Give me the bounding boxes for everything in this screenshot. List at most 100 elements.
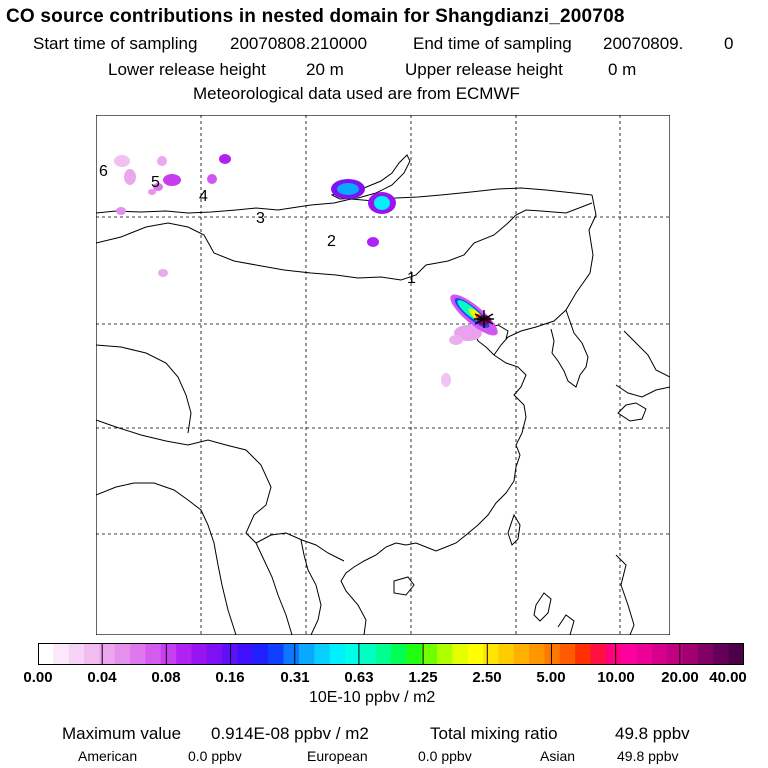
colorbar-tick-label: 0.04 — [87, 669, 117, 686]
trajectory-label-6: 6 — [99, 163, 108, 180]
colorbar-tick-label: 0.08 — [151, 669, 181, 686]
colorbar-swatch — [467, 643, 484, 665]
plume-patch — [367, 237, 379, 247]
plume-patch — [124, 169, 136, 185]
region-european-value: 0.0 ppbv — [418, 748, 472, 764]
start-time-value: 20070808.210000 — [230, 34, 368, 53]
plume-patch — [374, 196, 390, 210]
colorbar-swatch — [713, 643, 730, 665]
region-asian-value: 49.8 ppbv — [617, 748, 679, 764]
colorbar-swatch — [621, 643, 638, 665]
colorbar-swatch — [99, 643, 116, 665]
region-asian-label: Asian — [540, 748, 576, 764]
colorbar-swatch — [636, 643, 653, 665]
max-value-label: Maximum value — [62, 724, 182, 743]
plume-patch — [116, 207, 126, 215]
colorbar-swatch — [529, 643, 546, 665]
plot-title: CO source contributions in nested domain… — [6, 6, 625, 27]
colorbar-swatch — [452, 643, 469, 665]
trajectory-label-2: 2 — [327, 233, 336, 250]
plume-patch — [441, 373, 451, 387]
plume-patch — [337, 183, 359, 195]
colorbar-tick-label: 0.31 — [280, 669, 310, 686]
colorbar-swatch — [268, 643, 285, 665]
colorbar-swatch — [697, 643, 714, 665]
star-icon — [474, 310, 494, 328]
plume-patch — [158, 269, 168, 277]
map-panel: 1 2 3 4 5 6 — [96, 115, 670, 635]
source-contribution-field — [114, 154, 498, 387]
colorbar-tick-label: 2.50 — [472, 669, 502, 686]
colorbar-swatch — [421, 643, 438, 665]
colorbar-swatch — [406, 643, 423, 665]
colorbar-tick-label: 1.25 — [408, 669, 438, 686]
colorbar-tick-label: 0.16 — [215, 669, 245, 686]
colorbar-swatch — [559, 643, 576, 665]
colorbar-swatch — [53, 643, 70, 665]
region-american-label: American — [78, 748, 138, 764]
colorbar-swatch — [114, 643, 131, 665]
trajectory-labels: 1 2 3 4 5 6 — [99, 163, 416, 287]
plume-patch — [153, 183, 163, 191]
colorbar-swatch — [206, 643, 223, 665]
colorbar-tick-label: 5.00 — [536, 669, 566, 686]
plume-patch — [148, 189, 156, 195]
total-mixing-label: Total mixing ratio — [430, 724, 558, 743]
region-american-value: 0.0 ppbv — [188, 748, 242, 764]
colorbar-tick-label: 20.00 — [661, 669, 699, 686]
colorbar-swatch — [191, 643, 208, 665]
graticule — [96, 115, 670, 635]
colorbar-swatch — [252, 643, 269, 665]
colorbar-swatch — [667, 643, 684, 665]
plume-patch — [157, 156, 167, 166]
colorbar-swatch — [329, 643, 346, 665]
end-time-label: End time of sampling — [413, 34, 572, 53]
colorbar-swatch — [513, 643, 530, 665]
colorbar-swatch — [68, 643, 85, 665]
trajectory-label-5: 5 — [151, 174, 160, 191]
colorbar-swatch — [498, 643, 515, 665]
colorbar-swatch — [84, 643, 100, 665]
colorbar-swatch — [483, 643, 500, 665]
max-value: 0.914E-08 ppbv / m2 — [211, 724, 369, 743]
total-mixing-value: 49.8 ppbv — [615, 724, 690, 743]
colorbar-swatch — [375, 643, 392, 665]
colorbar-swatch — [728, 643, 744, 665]
color-bar — [38, 643, 744, 665]
met-data-line: Meteorological data used are from ECMWF — [193, 84, 520, 103]
colorbar-swatch — [590, 643, 607, 665]
colorbar-swatch — [160, 643, 177, 665]
start-time-label: Start time of sampling — [33, 34, 198, 53]
lower-release-value: 20 m — [306, 60, 344, 79]
upper-release-label: Upper release height — [405, 60, 563, 79]
colorbar-swatch — [360, 643, 377, 665]
colorbar-swatch — [575, 643, 592, 665]
colorbar-swatch — [314, 643, 331, 665]
colorbar-swatch — [237, 643, 254, 665]
colorbar-swatch — [391, 643, 407, 665]
colorbar-swatch — [605, 643, 622, 665]
plume-patch — [219, 154, 231, 164]
lower-release-label: Lower release height — [108, 60, 266, 79]
colorbar-swatch — [145, 643, 162, 665]
colorbar-tick-label: 0.00 — [23, 669, 53, 686]
colorbar-swatch — [544, 643, 561, 665]
plume-patch — [449, 335, 463, 345]
region-european-label: European — [307, 748, 368, 764]
colorbar-swatch — [130, 643, 147, 665]
colorbar-swatch — [682, 643, 699, 665]
trajectory-label-4: 4 — [199, 188, 208, 205]
colorbar-tick-label: 40.00 — [709, 669, 747, 686]
colorbar-swatch — [298, 643, 315, 665]
upper-release-value: 0 m — [608, 60, 637, 79]
colorbar-swatch — [283, 643, 300, 665]
end-time-suffix: 0 — [724, 34, 734, 53]
trajectory-label-1: 1 — [407, 270, 416, 287]
colorbar-swatch — [176, 643, 193, 665]
colorbar-swatch — [38, 643, 54, 665]
plume-patch — [207, 174, 217, 184]
colorbar-tick-label: 10.00 — [597, 669, 635, 686]
colorbar-units: 10E-10 ppbv / m2 — [309, 689, 436, 706]
trajectory-label-3: 3 — [256, 210, 265, 227]
colorbar-swatch — [651, 643, 668, 665]
